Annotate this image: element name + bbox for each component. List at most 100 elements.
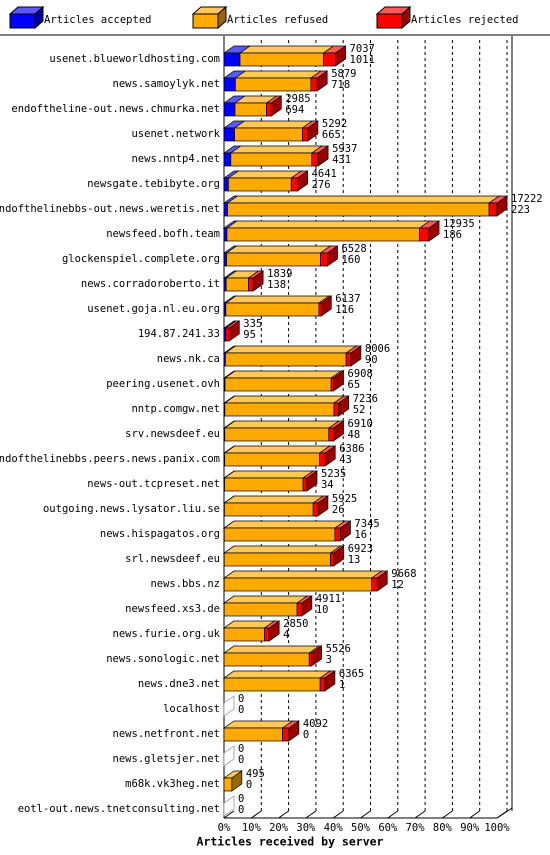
accepted-label: 48 [348, 429, 361, 441]
bar-side [231, 770, 243, 792]
tick-mark [414, 810, 426, 819]
total-label: 6365 [339, 668, 364, 680]
bar-top [229, 145, 323, 154]
accepted-label: 10 [316, 604, 329, 616]
bar-top [223, 445, 331, 454]
x-tick-label: 100% [484, 822, 510, 834]
bar [319, 252, 328, 267]
bar-top [224, 295, 331, 304]
accepted-label: 12 [391, 579, 404, 591]
bar-side [333, 420, 344, 442]
bar-side [270, 95, 282, 117]
tick-mark [278, 810, 289, 819]
total-label: 0 [238, 793, 244, 805]
bar-top [227, 170, 303, 179]
bar [312, 502, 319, 517]
bar-side [496, 195, 508, 217]
y-tick-label: outgoing.news.lysator.liu.se [43, 503, 220, 515]
accepted-label: 26 [332, 504, 345, 516]
bar [330, 377, 334, 392]
y-tick-label: usenet.blueworldhosting.com [49, 53, 220, 65]
accepted-label: 116 [335, 304, 354, 316]
total-label: 8006 [365, 343, 390, 355]
tick-mark [469, 810, 480, 819]
bar [318, 302, 322, 317]
total-label: 2985 [285, 93, 310, 105]
y-tick-label: 194.87.241.33 [138, 328, 220, 340]
bar [225, 302, 320, 317]
bar [488, 202, 498, 217]
bar [226, 252, 321, 267]
total-label: 6910 [348, 418, 373, 430]
total-label: 6137 [335, 293, 360, 305]
total-label: 12935 [443, 218, 475, 230]
bar-side [317, 495, 329, 517]
bar-side [335, 45, 346, 67]
y-tick-label: news.furie.org.uk [113, 628, 221, 640]
y-tick-label: endofthelinebbs-out.news.weretis.net [0, 203, 220, 215]
y-tick-label: endofthelinebbs.peers.news.panix.com [0, 453, 220, 465]
total-label: 5925 [332, 493, 357, 505]
y-tick-label: endoftheline-out.news.chmurka.net [11, 103, 220, 115]
bar [371, 577, 378, 592]
accepted-label: 52 [353, 404, 366, 416]
total-label: 9668 [391, 568, 416, 580]
bar-side [333, 545, 345, 567]
total-label: 17222 [511, 193, 543, 205]
y-tick-label: news.dne3.net [138, 678, 220, 690]
y-tick-label: news.corradoroberto.it [81, 278, 220, 290]
bar [235, 77, 312, 92]
bar-side [327, 245, 338, 267]
bar [224, 402, 335, 417]
bar-side [301, 595, 313, 617]
bar [224, 477, 304, 492]
bar [223, 127, 235, 142]
bar [223, 602, 298, 617]
bar [223, 677, 321, 692]
accepted-label: 1 [339, 679, 345, 691]
y-tick-label: news.nntp4.net [131, 153, 220, 165]
y-tick-label: localhost [163, 703, 220, 715]
accepted-label: 43 [339, 454, 352, 466]
bar [227, 202, 490, 217]
total-label: 5937 [332, 143, 357, 155]
legend-label: Articles rejected [411, 14, 518, 26]
y-tick-label: usenet.goja.nl.eu.org [87, 303, 220, 315]
empty-bar [223, 695, 235, 717]
accepted-label: 65 [348, 379, 361, 391]
bar-side [288, 720, 300, 742]
accepted-label: 223 [511, 204, 530, 216]
y-tick-label: newsfeed.xs3.de [125, 603, 220, 615]
bar [223, 177, 229, 192]
bar-top [233, 120, 314, 129]
bar [223, 627, 265, 642]
y-tick-label: news.samoylyk.net [113, 78, 220, 90]
bar-top [223, 570, 383, 579]
x-tick-label: 80% [433, 822, 453, 834]
accepted-label: 34 [321, 479, 334, 491]
bar [239, 52, 324, 67]
bar [223, 727, 283, 742]
bar-top [225, 245, 332, 254]
empty-bar [223, 745, 235, 767]
accepted-label: 1011 [350, 54, 375, 66]
bar-side [316, 70, 328, 92]
bar [230, 152, 313, 167]
accepted-label: 3 [326, 654, 332, 666]
y-tick-label: peering.usenet.ovh [106, 378, 220, 390]
total-label: 7037 [350, 43, 375, 55]
accepted-label: 4 [283, 629, 289, 641]
bar-side [311, 645, 322, 667]
bar [419, 227, 430, 242]
bar-top [222, 720, 294, 729]
bar-side [324, 670, 336, 692]
bar [333, 402, 340, 417]
accepted-label: 0 [246, 779, 252, 791]
bar-top [225, 220, 431, 229]
accepted-label: 13 [348, 554, 361, 566]
tick-mark [223, 810, 235, 819]
bar-side [338, 395, 350, 417]
tick-mark [442, 810, 453, 819]
bar [223, 527, 336, 542]
